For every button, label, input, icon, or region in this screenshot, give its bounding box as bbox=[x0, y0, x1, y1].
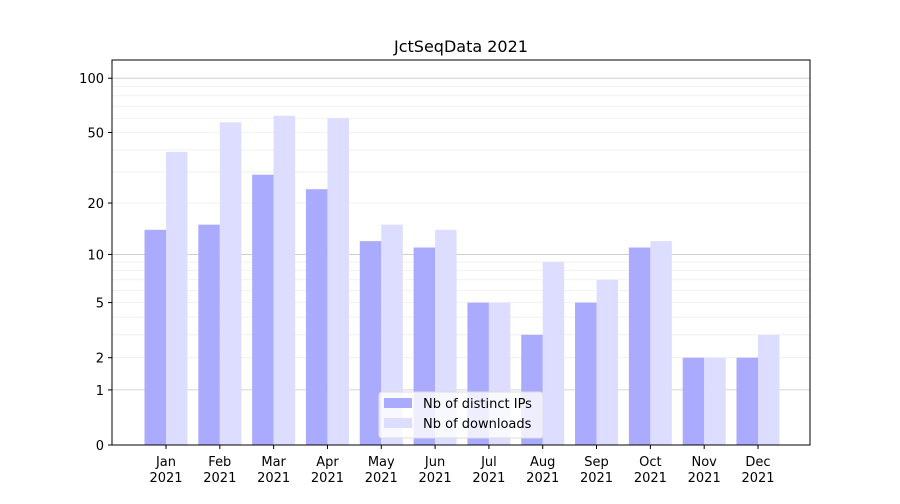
bar-downloads bbox=[327, 118, 349, 445]
legend: Nb of distinct IPs Nb of downloads bbox=[378, 391, 544, 439]
bar-downloads bbox=[650, 241, 672, 445]
y-tick-label: 100 bbox=[79, 72, 104, 87]
bar-distinct-ips bbox=[252, 174, 274, 445]
legend-box bbox=[378, 391, 544, 439]
x-tick-label: May 2021 bbox=[365, 455, 398, 486]
y-tick-label: 5 bbox=[96, 297, 104, 312]
legend-swatch bbox=[384, 398, 412, 408]
x-tick-label: Dec 2021 bbox=[741, 455, 774, 486]
legend-label: Nb of downloads bbox=[423, 417, 532, 432]
bar-distinct-ips bbox=[144, 229, 166, 445]
bar-downloads bbox=[219, 122, 242, 446]
x-tick-label: Apr 2021 bbox=[311, 455, 344, 486]
y-tick-label: 10 bbox=[87, 248, 104, 263]
bar-distinct-ips bbox=[736, 357, 758, 445]
bar-downloads bbox=[704, 357, 726, 445]
y-tick-label: 20 bbox=[87, 197, 104, 212]
bar-downloads bbox=[596, 279, 619, 445]
y-tick-label: 1 bbox=[96, 384, 104, 399]
bar-downloads bbox=[381, 224, 403, 445]
bar-distinct-ips bbox=[628, 247, 651, 445]
x-tick-label: Jun 2021 bbox=[419, 455, 452, 486]
bar-downloads bbox=[273, 115, 296, 446]
x-tick-label: Aug 2021 bbox=[526, 455, 559, 486]
bar-distinct-ips bbox=[305, 189, 328, 445]
chart-title: JctSeqData 2021 bbox=[393, 37, 528, 56]
bar-downloads bbox=[758, 334, 780, 445]
bar-distinct-ips bbox=[359, 241, 382, 445]
x-tick-label: Jul 2021 bbox=[472, 455, 505, 486]
x-tick-label: Jan 2021 bbox=[149, 455, 182, 486]
x-tick-label: Mar 2021 bbox=[257, 455, 290, 486]
y-tick-label: 0 bbox=[96, 439, 104, 454]
legend-label: Nb of distinct IPs bbox=[423, 397, 532, 412]
x-tick-label: Nov 2021 bbox=[688, 455, 721, 486]
y-tick-label: 2 bbox=[96, 352, 104, 367]
bar-distinct-ips bbox=[198, 224, 220, 445]
bar-distinct-ips bbox=[575, 302, 597, 445]
x-tick-label: Oct 2021 bbox=[634, 455, 667, 486]
bar-downloads bbox=[435, 229, 457, 445]
plot-frame bbox=[111, 59, 811, 446]
legend-swatch bbox=[384, 418, 412, 428]
x-tick-label: Sep 2021 bbox=[580, 455, 613, 486]
bar-distinct-ips bbox=[682, 357, 705, 445]
bar-downloads bbox=[542, 262, 565, 445]
x-tick-label: Feb 2021 bbox=[203, 455, 236, 486]
y-tick-label: 50 bbox=[87, 127, 104, 142]
bar-downloads bbox=[166, 151, 188, 445]
